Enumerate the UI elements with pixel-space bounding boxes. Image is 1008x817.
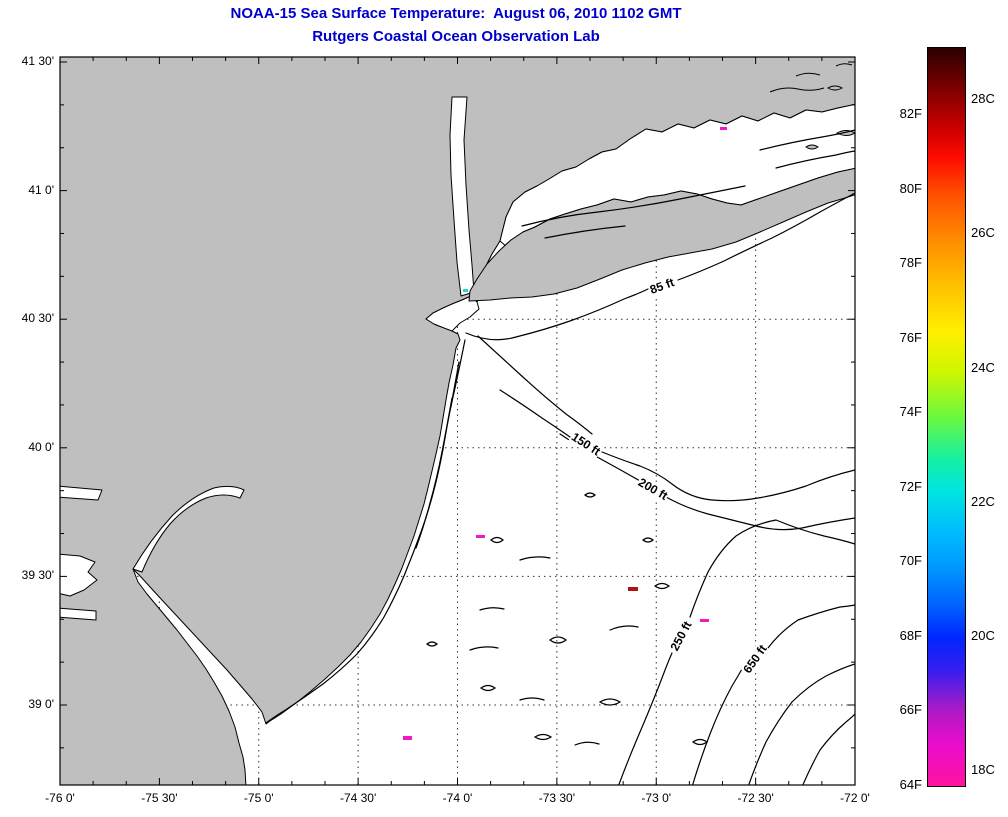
colorbar-c-label: 22C xyxy=(971,493,995,509)
plot-area xyxy=(60,57,855,785)
delaware-river xyxy=(132,485,245,573)
x-tick-label: -75 30' xyxy=(141,791,178,805)
temperature-colorbar xyxy=(927,47,966,787)
bathymetry-contours xyxy=(265,129,855,785)
sst-speck xyxy=(700,619,709,622)
contour-blob-9 xyxy=(584,492,596,498)
colorbar-f-label: 74F xyxy=(899,404,922,420)
coast-detail-2 xyxy=(795,72,821,77)
plot-border xyxy=(59,56,856,786)
contour-blob-3 xyxy=(598,698,622,706)
colorbar-c-label: 28C xyxy=(971,91,995,107)
x-tick-label: -75 0' xyxy=(243,791,274,805)
y-tick-label: 41 0' xyxy=(28,182,54,197)
contour-blob-8 xyxy=(653,582,671,590)
contour-deep-1 xyxy=(748,663,855,785)
y-tick-label: 39 30' xyxy=(21,568,54,583)
colorbar-c-label: 26C xyxy=(971,225,995,241)
y-tick-label: 41 30' xyxy=(21,54,54,68)
contour-250ft-north xyxy=(689,519,855,618)
sst-speck xyxy=(720,127,727,130)
contour-650ft-north xyxy=(767,604,855,649)
x-tick-label: -73 30' xyxy=(538,791,576,805)
contour-block-2 xyxy=(775,150,855,169)
contour-deep-2 xyxy=(802,713,855,785)
contour-250ft-south xyxy=(618,652,673,785)
contour-frag-3 xyxy=(609,625,639,631)
colorbar-f-label: 70F xyxy=(899,553,922,569)
x-tick-label: -74 30' xyxy=(339,791,377,805)
susquehanna-river xyxy=(60,485,103,501)
colorbar-f-label: 76F xyxy=(899,329,922,345)
contour-nj-inshore-3 xyxy=(450,361,460,407)
sst-speck xyxy=(463,289,468,292)
contour-sound-1 xyxy=(521,185,746,227)
colorbar-c-label: 24C xyxy=(971,359,995,375)
y-tick-label: 39 0' xyxy=(28,697,54,711)
land-long-island xyxy=(468,167,855,302)
contour-frag-1 xyxy=(519,556,551,561)
x-tick-label: -72 30' xyxy=(737,791,774,805)
contour-nj-inshore-2 xyxy=(415,397,453,549)
y-tick-label: 40 0' xyxy=(28,439,54,454)
page-title: NOAA-15 Sea Surface Temperature: August … xyxy=(230,5,682,22)
contour-85ft-east xyxy=(677,192,855,281)
contour-frag-5 xyxy=(519,697,545,701)
colorbar-f-label: 78F xyxy=(899,255,922,271)
page-subtitle: Rutgers Coastal Ocean Observation Lab xyxy=(312,28,600,45)
sst-speck xyxy=(476,535,485,538)
sst-speck xyxy=(403,736,412,740)
contour-blob-10 xyxy=(691,738,709,746)
x-tick-label: -76 0' xyxy=(45,791,75,805)
contour-frag-4 xyxy=(469,646,499,651)
colorbar-c-label: 18C xyxy=(971,762,995,778)
sst-speck xyxy=(628,587,638,591)
contour-hudson-valley xyxy=(477,335,593,435)
island-plum xyxy=(805,144,819,150)
contour-blob-2 xyxy=(548,636,568,644)
colorbar-f-label: 80F xyxy=(899,180,922,196)
chesapeake-bay-arm xyxy=(60,607,97,621)
colorbar-f-label: 82F xyxy=(899,106,922,122)
x-tick-label: -74 0' xyxy=(442,791,473,805)
contour-150ft-west xyxy=(499,389,571,438)
x-tick-label: -73 0' xyxy=(641,791,672,805)
contour-85ft-west xyxy=(465,288,649,341)
contour-blob-7 xyxy=(642,537,654,543)
contour-block-1 xyxy=(759,129,855,151)
x-tick-label: -72 0' xyxy=(840,791,870,805)
sst-pixel-specks xyxy=(403,127,727,740)
colorbar-f-label: 64F xyxy=(899,777,922,792)
axis-ticks xyxy=(59,57,856,785)
coast-detail-islet xyxy=(826,85,844,91)
colorbar-f-label: 66F xyxy=(899,702,922,718)
contour-blob-1 xyxy=(490,536,504,544)
colorbar-f-label: 72F xyxy=(899,478,922,494)
y-tick-label: 40 30' xyxy=(21,311,54,326)
chesapeake-bay-patch xyxy=(60,553,98,597)
contour-frag-2 xyxy=(479,607,505,611)
coast-detail-3 xyxy=(835,63,853,67)
contour-frag-6 xyxy=(574,741,600,746)
contour-blob-6 xyxy=(426,641,438,647)
colorbar-c-label: 20C xyxy=(971,627,995,643)
colorbar-f-label: 68F xyxy=(899,627,922,643)
ny-harbor-raritan-bay xyxy=(425,295,480,332)
contour-650ft-south xyxy=(691,668,743,785)
contour-blob-5 xyxy=(533,733,553,741)
island-group xyxy=(468,63,855,302)
contour-150ft-east xyxy=(601,451,855,502)
contour-blob-4 xyxy=(479,684,497,692)
contour-sound-2 xyxy=(544,225,626,239)
coast-detail-1 xyxy=(769,87,825,93)
